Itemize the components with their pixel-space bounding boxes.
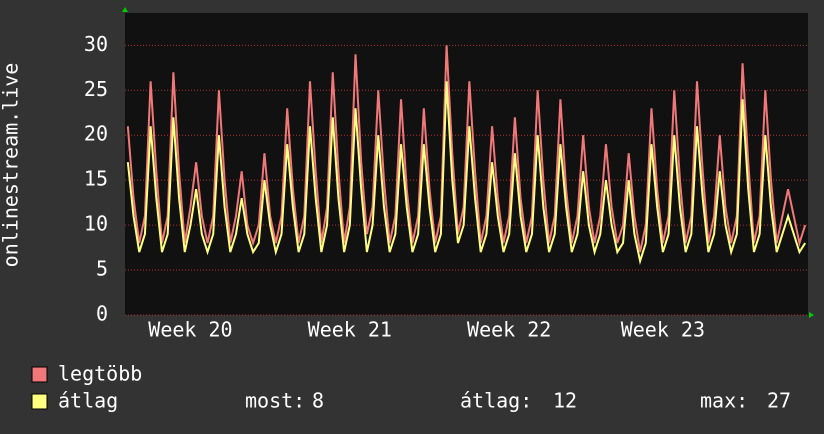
stat-label: átlag: bbox=[460, 389, 532, 413]
y-tick-label: 20 bbox=[84, 122, 108, 146]
legend-swatch bbox=[31, 366, 48, 383]
series-line bbox=[126, 81, 806, 265]
y-tick-label: 30 bbox=[84, 32, 108, 56]
y-axis-label: onlinestream.live bbox=[0, 63, 23, 268]
stat-value: 12 bbox=[553, 389, 577, 413]
x-tick-label: Week 23 bbox=[621, 318, 705, 342]
y-tick-label: 25 bbox=[84, 77, 108, 101]
legend-label: legtöbb bbox=[58, 362, 142, 386]
stat-label: most: bbox=[245, 389, 305, 413]
legend-swatch bbox=[31, 393, 48, 410]
y-tick-label: 15 bbox=[84, 167, 108, 191]
x-tick-label: Week 22 bbox=[467, 318, 551, 342]
y-tick-label: 0 bbox=[96, 302, 108, 326]
series-line bbox=[126, 45, 807, 253]
stat-value: 27 bbox=[767, 389, 791, 413]
x-tick-label: Week 20 bbox=[148, 318, 232, 342]
y-tick-label: 10 bbox=[84, 212, 108, 236]
stat-value: 8 bbox=[312, 389, 324, 413]
x-tick-label: Week 21 bbox=[308, 318, 392, 342]
legend-label: átlag bbox=[58, 389, 118, 413]
stat-label: max: bbox=[700, 389, 748, 413]
y-tick-label: 5 bbox=[96, 257, 108, 281]
